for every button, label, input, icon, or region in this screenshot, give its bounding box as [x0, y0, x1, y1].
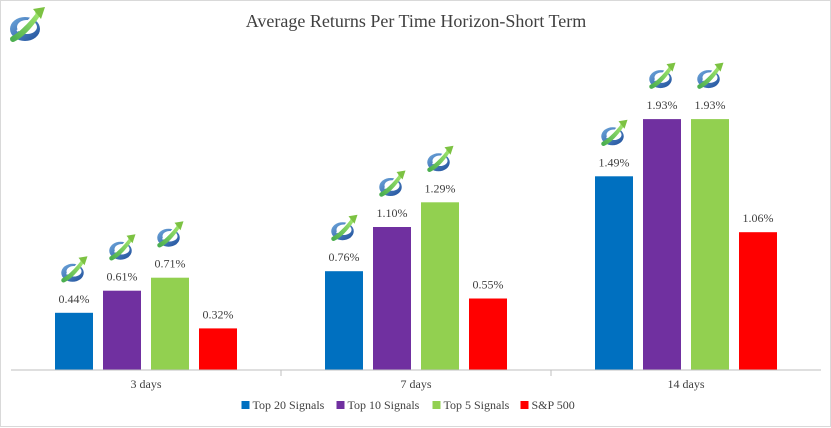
value-labels-layer: 0.44% 0.61% 0.71% 0.32% 0.76% 1.10% 1.29% 0.55%…: [59, 63, 774, 321]
arrow-swoosh-logo: [649, 63, 675, 89]
data-label: 1.06%: [743, 211, 774, 225]
x-axis: 3 days 7 days 14 days: [11, 369, 821, 391]
data-label: 0.55%: [473, 278, 504, 292]
arrow-swoosh-logo: [427, 146, 453, 172]
legend-swatch: [336, 401, 345, 409]
legend-swatch: [432, 401, 441, 409]
bar: [739, 232, 777, 370]
x-tick-label: 3 days: [131, 377, 162, 391]
bar: [151, 277, 189, 370]
arrow-swoosh-logo: [697, 63, 723, 89]
data-label: 1.49%: [599, 155, 630, 169]
bar: [325, 271, 363, 370]
data-label: 1.93%: [695, 98, 726, 112]
bar: [691, 119, 729, 370]
legend: Top 20 Signals Top 10 Signals Top 5 Signal…: [241, 398, 575, 412]
legend-swatch: [520, 401, 529, 409]
bar: [373, 227, 411, 370]
data-label: 0.32%: [203, 307, 234, 321]
data-label: 0.44%: [59, 292, 90, 306]
x-tick-label: 7 days: [401, 377, 432, 391]
arrow-swoosh-logo: [157, 221, 183, 247]
data-label: 0.61%: [107, 270, 138, 284]
bars-layer: [55, 119, 777, 370]
x-tick-label: 14 days: [668, 377, 705, 391]
data-label: 1.29%: [425, 181, 456, 195]
data-label: 0.76%: [329, 250, 360, 264]
arrow-swoosh-logo: [601, 120, 627, 146]
legend-swatch: [241, 401, 250, 409]
arrow-swoosh-logo: [109, 234, 135, 260]
data-label: 1.10%: [377, 206, 408, 220]
arrow-swoosh-logo: [379, 171, 405, 197]
bar: [595, 176, 633, 370]
bar: [199, 328, 237, 370]
arrow-swoosh-logo: [10, 7, 45, 41]
bar: [55, 312, 93, 370]
arrow-swoosh-logo: [331, 215, 357, 241]
data-label: 1.93%: [647, 98, 678, 112]
bar: [421, 202, 459, 370]
arrow-swoosh-logo: [61, 256, 87, 282]
chart-title: Average Returns Per Time Horizon-Short T…: [246, 11, 587, 31]
bar: [103, 290, 141, 370]
bar: [469, 298, 507, 370]
data-label: 0.71%: [155, 257, 186, 271]
bar: [643, 119, 681, 370]
legend-label: S&P 500: [532, 398, 575, 412]
legend-label: Top 20 Signals: [253, 398, 325, 412]
legend-label: Top 5 Signals: [444, 398, 510, 412]
legend-label: Top 10 Signals: [348, 398, 420, 412]
